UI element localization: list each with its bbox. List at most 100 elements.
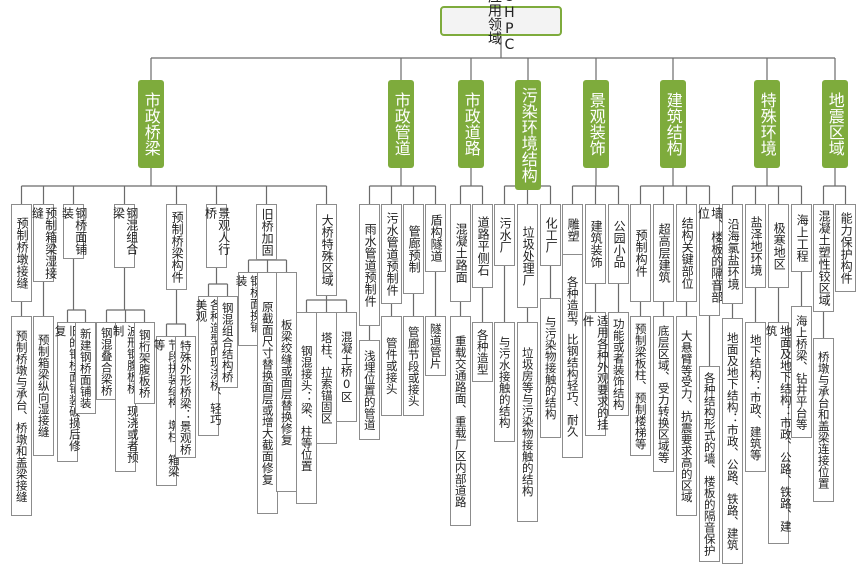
child-node-label: 钢桥面铺装	[60, 207, 88, 255]
description-node: 底层区域、受力转换区域等	[653, 316, 674, 472]
description-node: 海上桥梁、钻井平台等	[791, 306, 812, 438]
category-node: 特殊环境	[754, 80, 780, 168]
child-node: 污水厂	[494, 204, 515, 266]
child-node-label: 海上工程	[795, 214, 810, 262]
description-node-label: 地面及地下结构：市政、公路、铁路、建筑	[764, 325, 793, 532]
description-node: 重载交通路面、重载厂区内部道路	[450, 316, 471, 526]
description-node-label: 钢混接头：梁、柱等位置	[299, 344, 314, 472]
description-node: 各种结构形式的墙、楼板的隔音保护	[699, 366, 720, 562]
child-node: 结构关键部位	[676, 204, 697, 302]
description-node: 隧道管片	[425, 316, 446, 376]
description-node: 各种造型的现浇桥、轻巧美观	[195, 296, 223, 436]
child-node: 公园小品	[608, 204, 629, 284]
category-node: 景观装饰	[583, 80, 609, 168]
description-node-label: 各种结构形式的墙、楼板的隔音保护	[702, 372, 717, 556]
description-node-label: 新建钢桥面铺装	[78, 327, 93, 409]
child-node-label: 沿海氯盐环境	[726, 218, 741, 290]
description-node-label: 重载交通路面、重载厂区内部道路	[453, 334, 468, 508]
description-node: 原截面尺寸替换面层或增大截面修复	[257, 272, 278, 514]
child-node-label: 公园小品	[612, 220, 627, 268]
child-node-label: 景观人行桥	[203, 207, 231, 255]
child-node: 极寒地区	[768, 204, 789, 288]
description-node: 预制箱梁纵向湿接缝	[33, 316, 54, 456]
child-node-label: 墙、楼板的隔音部位	[696, 207, 724, 303]
description-node: 板梁绞缝或面层替换修复	[276, 272, 297, 492]
description-node: 管件或接头	[381, 316, 402, 416]
category-node: 地震区域	[822, 80, 848, 168]
child-node-label: 预制桥梁构件	[170, 211, 185, 283]
child-node-label: 盾构隧道	[429, 214, 444, 262]
child-node-label: 大桥特殊区域	[320, 214, 335, 286]
description-node-label: 地下结构：市政、建筑等	[748, 333, 763, 461]
child-node: 钢桥面铺装	[60, 204, 88, 259]
child-node: 预制箱梁湿接缝	[31, 204, 58, 282]
child-node: 雕塑	[562, 204, 583, 256]
child-node-label: 超高层建筑	[657, 223, 672, 283]
child-node-label: 污水管道预制件	[385, 212, 400, 296]
category-node-label: 市政道路	[461, 92, 481, 156]
root-node: UHPC应用领域	[440, 0, 562, 53]
category-node-label: 污染环境结构	[518, 87, 538, 183]
description-node: 管廊节段或接头	[403, 316, 424, 416]
description-node: 地面及地下结构：市政、公路、铁路、建筑	[722, 318, 743, 564]
description-node-label: 功能或者装饰结构	[611, 318, 626, 410]
child-node: 道路平侧石	[472, 204, 493, 288]
description-node-label: 海上桥梁、钻井平台等	[794, 314, 809, 430]
description-node: 混凝土桥0区	[336, 312, 357, 422]
child-node: 旧桥加固	[256, 204, 277, 260]
description-node-label: 管件或接头	[384, 337, 399, 395]
child-node: 预制桥梁构件	[166, 204, 187, 290]
description-node: 节段拼装结构：墩柱、箱梁等	[153, 336, 181, 486]
child-node-label: 建筑装饰	[589, 220, 604, 268]
description-node: 钢桥面换铺装	[235, 272, 263, 346]
description-node-label: 与污染物接触的结构	[543, 316, 558, 420]
description-node: 与污染物接触的结构	[540, 298, 561, 438]
child-node: 超高层建筑	[653, 204, 674, 302]
child-node: 垃圾处理厂	[517, 204, 538, 308]
child-node: 海上工程	[791, 204, 812, 272]
description-node: 浅埋位置的管道	[359, 340, 380, 440]
description-node-label: 混凝土桥0区	[339, 331, 354, 403]
child-node-label: 化工厂	[544, 217, 559, 253]
child-node: 沿海氯盐环境	[722, 204, 743, 304]
child-node-label: 预制桥墩接缝	[15, 217, 30, 289]
description-node-label: 原截面尺寸替换面层或增大截面修复	[260, 301, 275, 485]
child-node: 墙、楼板的隔音部位	[696, 204, 724, 316]
child-node: 混凝土路面	[450, 204, 471, 302]
description-node: 钢混组合结构桥	[217, 296, 238, 388]
child-node-label: 污水厂	[498, 217, 513, 253]
description-node-label: 特殊外形桥梁：景观桥	[178, 339, 193, 455]
description-node-label: 浅埋位置的管道	[362, 349, 377, 431]
description-node-label: 各种造型	[475, 329, 490, 375]
category-node: 市政道路	[458, 80, 484, 168]
description-node-label: 与污水接触的结构	[497, 336, 512, 428]
child-node-label: 混凝土塑性铰区域	[817, 210, 832, 306]
child-node-label: 旧桥加固	[260, 208, 275, 256]
child-node-label: 结构关键部位	[680, 217, 695, 289]
child-node: 雨水管道预制件	[359, 204, 380, 326]
description-node-label: 大悬臂等受力、抗震要求高的区域	[679, 329, 694, 503]
description-node: 功能或者装饰结构	[608, 312, 629, 416]
child-node: 盐泽地环境	[745, 204, 766, 288]
description-node: 钢桁架腹板桥	[134, 322, 155, 404]
description-node: 各种造型	[472, 322, 493, 382]
description-node-label: 板梁绞缝或面层替换修复	[279, 318, 294, 446]
child-node-label: 预制构件	[634, 229, 649, 277]
description-node: 钢混接头：梁、柱等位置	[296, 312, 317, 504]
category-node-label: 建筑结构	[663, 92, 683, 156]
child-node-label: 盐泽地环境	[749, 216, 764, 276]
child-node: 污水管道预制件	[381, 204, 402, 304]
description-node-label: 各种造型，比钢结构轻巧、耐久	[565, 275, 580, 437]
description-node-label: 管廊节段或接头	[406, 325, 421, 407]
child-node: 预制桥墩接缝	[11, 204, 32, 302]
description-node-label: 垃圾房等与污染物接触的结构	[520, 347, 535, 497]
root-node-label: UHPC应用领域	[486, 0, 518, 53]
description-node-label: 预制梁板柱、预制楼梯等	[633, 322, 648, 450]
child-node: 管廊预制	[403, 204, 424, 294]
description-node: 地下结构：市政、建筑等	[745, 322, 766, 472]
description-node-label: 钢桁架腹板桥	[137, 328, 152, 398]
description-node-label: 底层区域、受力转换区域等	[656, 325, 671, 463]
child-node: 建筑装饰	[585, 204, 606, 284]
child-node-label: 极寒地区	[772, 222, 787, 270]
